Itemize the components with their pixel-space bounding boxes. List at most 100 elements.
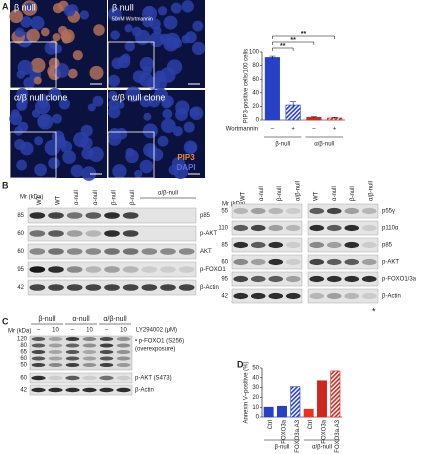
row-label: β-Actin [200,285,219,291]
nucleus [139,159,154,174]
kda: 60 [17,231,24,237]
image-label: β null [14,2,36,12]
band [99,363,114,367]
y-tick-label: 50 [252,366,259,372]
kda: 65 [20,350,27,356]
inset [9,41,57,89]
kda: 42 [17,285,24,291]
band [116,387,131,393]
nucleus [125,86,142,103]
nucleus [40,27,50,37]
band [29,230,46,237]
band [122,212,139,219]
nucleus [183,121,195,133]
blot [29,384,133,396]
nucleus [88,146,104,163]
band [309,224,325,232]
nucleus [54,63,70,78]
band [29,284,46,291]
sig-bracket [272,35,335,39]
panel-letter: B [2,180,9,190]
lane-label: β-null [112,190,118,205]
band [65,356,80,361]
nucleus [81,166,97,181]
nucleus [34,163,47,177]
y-tick-label: 20 [252,395,259,401]
note: * [372,306,376,316]
band [309,292,325,300]
nucleus [72,50,83,61]
nucleus [58,98,71,110]
row-label: p85 [382,243,393,249]
band [82,375,97,381]
band [326,258,342,266]
band [309,241,325,249]
nucleus [48,157,60,169]
nucleus [192,20,204,32]
band [250,292,266,300]
nucleus [52,3,64,14]
bar [330,370,341,418]
nucleus [172,126,183,137]
band [85,248,102,255]
nucleus [175,100,190,115]
nucleus [173,163,189,180]
nucleus [117,55,131,69]
nucleus [44,139,61,156]
band [285,258,301,266]
nucleus [172,38,183,49]
band [116,375,131,381]
band [361,258,377,266]
band [122,230,139,237]
y-axis-label: PIP3-positive cells/100 cells [244,49,250,123]
lane-label: 10 [120,328,127,334]
band [178,266,195,273]
nucleus [143,6,154,16]
y-tick-label: 20 [252,104,259,110]
micrograph: α/β null clone [9,87,107,181]
band [326,292,342,300]
band [99,337,114,341]
bar [317,380,327,418]
nucleus [157,135,169,147]
band [82,350,97,354]
nucleus [181,0,194,13]
nucleus [16,70,26,79]
band [65,387,80,393]
sig-label: ** [280,43,286,50]
blot [307,288,379,304]
blot [307,203,379,219]
band [66,248,83,255]
blot [231,237,303,253]
y-tick-label: 60 [252,77,259,83]
band [116,363,131,367]
band [65,375,80,381]
band [344,241,360,249]
band [250,207,266,215]
nucleus [30,57,46,73]
band [66,212,83,219]
band [99,375,114,381]
blot [231,254,303,270]
band [268,241,284,249]
kda: 60 [20,356,27,362]
band [141,248,158,255]
band [268,207,284,215]
nucleus [70,164,84,178]
band [309,258,325,266]
band [31,350,46,354]
lane-label: – [105,328,109,334]
sig-bracket [272,41,315,45]
nucleus [19,141,34,156]
band [116,343,131,348]
kda: 60 [221,260,228,266]
band [326,241,342,249]
lane-label: – [71,328,75,334]
band [141,284,158,291]
lane-label: 10 [86,328,93,334]
band [250,275,266,283]
nucleus [48,87,62,101]
y-tick-label: 10 [252,405,259,411]
row-label: (overexposure) [135,347,175,353]
blot [307,271,379,287]
